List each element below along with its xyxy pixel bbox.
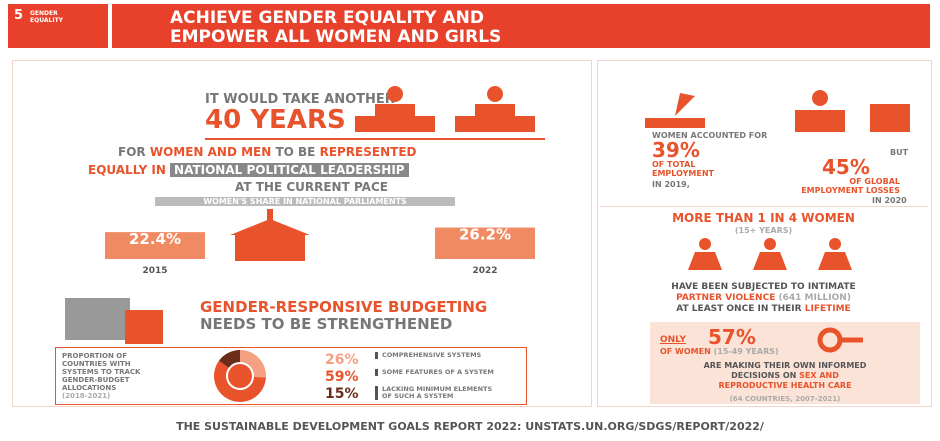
- health-line: REPRODUCTIVE HEALTH CARE: [650, 381, 920, 390]
- title-line: ACHIEVE GENDER EQUALITY AND: [170, 8, 484, 28]
- years: 40 YEARS: [205, 105, 346, 135]
- desk-icons: [345, 84, 545, 136]
- bar-label: 22.4%: [129, 230, 181, 248]
- calculator-icon: [60, 290, 170, 345]
- budget-subtitle: NEEDS TO BE STRENGTHENED: [200, 315, 452, 333]
- female-symbol: [815, 325, 865, 355]
- footer: THE SUSTAINABLE DEVELOPMENT GOALS REPORT…: [0, 420, 940, 433]
- text: SEX AND: [799, 371, 839, 380]
- health-source: (64 COUNTRIES, 2007-2021): [650, 395, 920, 403]
- health-line: ARE MAKING THEIR OWN INFORMED: [650, 361, 920, 370]
- text: AT LEAST ONCE IN THEIR: [676, 304, 801, 314]
- text: OF WOMEN: [660, 347, 711, 356]
- violence-headline: MORE THAN 1 IN 4 WOMEN: [597, 211, 930, 225]
- employment-share: 39%: [652, 138, 700, 162]
- title-line: EMPOWER ALL WOMEN AND GIRLS: [170, 27, 501, 47]
- text: LIFETIME: [805, 304, 851, 314]
- violence-age: (15+ YEARS): [597, 226, 930, 235]
- text: FOR: [118, 145, 146, 159]
- donut-chart: [180, 348, 300, 404]
- employment-but: BUT: [890, 148, 908, 157]
- item-label: SOME FEATURES OF A SYSTEM: [375, 369, 502, 376]
- line: AT THE CURRENT PACE: [235, 180, 388, 194]
- infographic: 5 GENDER EQUALITY ACHIEVE GENDER EQUALIT…: [0, 0, 940, 441]
- employment-year: IN 2020: [872, 196, 907, 205]
- budget-title: GENDER-RESPONSIVE BUDGETING: [200, 298, 487, 316]
- bar-year: 2022: [472, 266, 497, 276]
- text: WOMEN AND MEN: [150, 145, 271, 159]
- budget-description: PROPORTION OF COUNTRIES WITH SYSTEMS TO …: [62, 352, 157, 392]
- violence-line: HAVE BEEN SUBJECTED TO INTIMATE: [597, 282, 930, 292]
- line: EQUALLY IN NATIONAL POLITICAL LEADERSHIP: [88, 163, 409, 177]
- women-icons: [680, 238, 860, 274]
- item-value: 15%: [325, 386, 359, 402]
- health-share: 57%: [708, 325, 756, 349]
- rule: [205, 138, 545, 140]
- dollar-coin: [228, 364, 252, 388]
- text: NATIONAL POLITICAL LEADERSHIP: [170, 163, 409, 177]
- health-only: ONLY: [660, 335, 686, 345]
- bar-chart: 22.4% 2015 26.2% 2022: [90, 205, 550, 280]
- text: TO BE: [275, 145, 315, 159]
- bar-label: 26.2%: [459, 226, 511, 244]
- item-label: COMPREHENSIVE SYSTEMS: [375, 352, 502, 359]
- goal-name: GENDER EQUALITY: [30, 10, 70, 24]
- divider: [600, 206, 928, 207]
- employment-losses: 45%: [822, 155, 870, 179]
- text: REPRESENTED: [320, 145, 417, 159]
- violence-line: AT LEAST ONCE IN THEIR LIFETIME: [597, 304, 930, 314]
- employment-losses-of: OF GLOBAL EMPLOYMENT LOSSES: [790, 177, 900, 195]
- item-value: 26%: [325, 352, 359, 368]
- text: DECISIONS ON: [731, 371, 796, 380]
- donut-segment: [224, 356, 240, 364]
- line: FOR WOMEN AND MEN TO BE REPRESENTED: [118, 145, 416, 159]
- text: EQUALLY IN: [88, 163, 166, 177]
- text: (15-49 YEARS): [714, 347, 779, 356]
- item-value: 59%: [325, 369, 359, 385]
- budget-period: (2018-2021): [62, 392, 110, 400]
- text: PARTNER VIOLENCE: [676, 293, 775, 303]
- health-line: DECISIONS ON SEX AND: [650, 371, 920, 380]
- employment-icons: [645, 88, 915, 133]
- goal-number: 5: [14, 8, 23, 23]
- violence-line: PARTNER VIOLENCE (641 MILLION): [597, 293, 930, 303]
- building: [230, 209, 310, 261]
- bar-year: 2015: [142, 266, 167, 276]
- item-label: LACKING MINIMUM ELEMENTS OF SUCH A SYSTE…: [375, 386, 502, 400]
- employment-year: IN 2019,: [652, 180, 690, 189]
- health-of-women: OF WOMEN (15-49 YEARS): [660, 347, 779, 356]
- employment-share-of: OF TOTAL EMPLOYMENT: [652, 160, 722, 178]
- text: (641 MILLION): [778, 293, 850, 303]
